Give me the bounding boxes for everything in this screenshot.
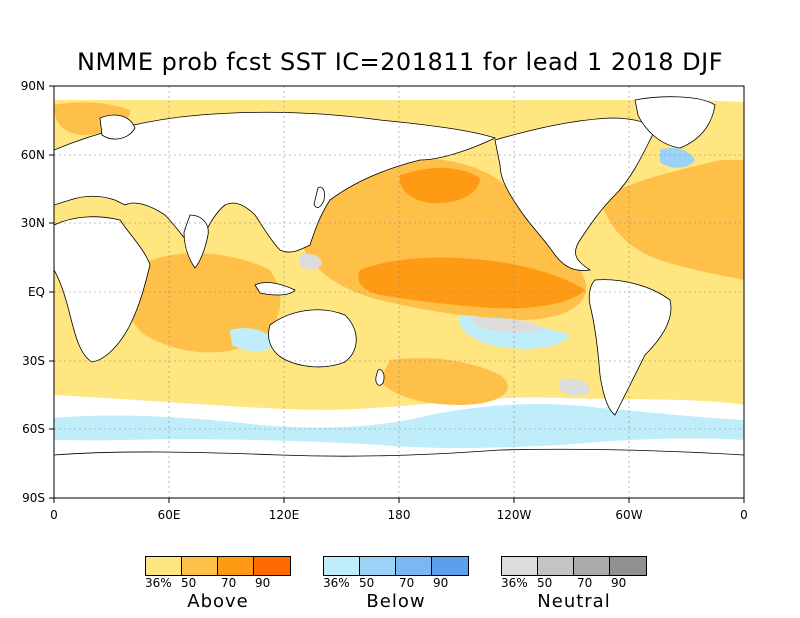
legend-below-swatch-2 [360,557,396,575]
land-africa [54,216,151,363]
gridlines [54,86,744,498]
land-europe-north [99,114,136,140]
lon-label-180: 180 [388,508,411,522]
legend-neutral: 36% 50 70 90 Neutral [501,556,647,612]
legend-above-swatch-4 [254,557,290,575]
legend-below-tick-2: 50 [359,576,375,590]
legend-neutral-tick-2: 50 [537,576,553,590]
legend-below-swatch-4 [432,557,468,575]
white-band-arctic [54,86,744,102]
land-eurasia [54,111,497,253]
land-greenland [634,96,716,149]
legend-below-tick-1: 36% [323,576,350,590]
legend-above-tick-3: 70 [221,576,237,590]
legend-above: 36% 50 70 90 Above [145,556,291,612]
legend-above-tick-2: 50 [181,576,197,590]
below-36-labrador [660,148,695,168]
neutral-south-america [560,378,590,396]
legend-neutral-tick-1: 36% [501,576,528,590]
legend-below-label: Below [366,591,426,612]
legend-neutral-swatch-2 [538,557,574,575]
legend-neutral-tick-3: 70 [577,576,593,590]
lat-label-30n: 30N [21,216,45,230]
legend-above-tick-4: 90 [255,576,271,590]
legend-above-swatch-1 [146,557,182,575]
land-japan [313,186,325,208]
lat-label-30s: 30S [22,354,45,368]
legend-below-swatch-3 [396,557,432,575]
lat-label-eq: EQ [28,285,45,299]
legend-neutral-swatches [501,556,647,576]
legend-below-swatch-1 [324,557,360,575]
lon-label-120e: 120E [269,508,300,522]
lon-label-0: 0 [50,508,58,522]
lon-label-120w: 120W [497,508,532,522]
lat-label-90s: 90S [22,491,45,505]
above-70-north-pacific [399,167,480,204]
land-australia [268,309,357,368]
neutral-southeast-pacific [470,317,545,333]
legend-neutral-swatch-1 [502,557,538,575]
lon-label-60e: 60E [158,508,181,522]
legend-above-tick-1: 36% [145,576,172,590]
land-india [183,214,209,269]
legend-neutral-label: Neutral [537,591,611,612]
lon-label-0-east: 0 [740,508,748,522]
legend-neutral-swatch-3 [574,557,610,575]
above-50-indian [125,253,281,353]
above-70-equatorial-pacific [358,257,585,309]
legend-above-label: Above [187,591,249,612]
below-36-indian-south [230,328,275,352]
above-50-atlantic [600,160,744,280]
legend-below-tick-3: 70 [399,576,415,590]
legend-above-swatch-3 [218,557,254,575]
land-south-america [588,279,672,416]
longitude-axis [53,498,745,503]
land-antarctica [54,448,744,498]
land-new-zealand [375,369,385,386]
continents [54,96,744,498]
lat-label-60s: 60S [22,422,45,436]
latitude-axis [49,85,54,499]
legend-below: 36% 50 70 90 Below [323,556,469,612]
lat-label-60n: 60N [21,148,45,162]
lon-label-60w: 60W [615,508,642,522]
legend-below-tick-4: 90 [433,576,449,590]
legend-above-swatches [145,556,291,576]
legend-below-swatches [323,556,469,576]
above-50-south-pacific [380,358,508,405]
neutral-west-pacific [300,253,322,270]
lat-label-90n: 90N [21,79,45,93]
legend-neutral-tick-4: 90 [611,576,627,590]
legend-neutral-swatch-4 [610,557,646,575]
map-title: NMME prob fcst SST IC=201811 for lead 1 … [76,48,724,76]
legend-above-swatch-2 [182,557,218,575]
